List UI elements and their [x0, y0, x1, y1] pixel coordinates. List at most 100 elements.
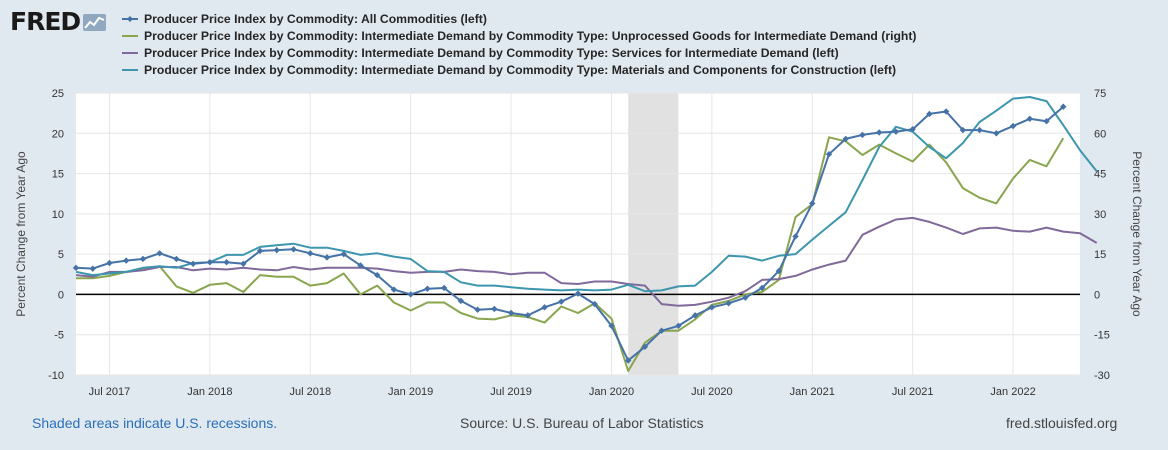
legend-item-1[interactable]: Producer Price Index by Commodity: Inter… — [122, 27, 916, 44]
series-point-0 — [273, 246, 280, 254]
series-point-0 — [1043, 118, 1050, 125]
series-point-0 — [574, 290, 582, 297]
series-point-0 — [842, 135, 849, 143]
series-point-0 — [240, 260, 247, 268]
legend-swatch-3 — [122, 68, 138, 71]
series-point-0 — [1026, 115, 1033, 122]
series-point-0 — [926, 110, 933, 118]
y-tick-label-right: 60 — [1094, 128, 1106, 140]
series-line-2 — [75, 216, 1098, 307]
series-point-0 — [976, 126, 983, 134]
series-point-0 — [424, 285, 431, 292]
series-point-0 — [1009, 122, 1017, 130]
legend-item-3[interactable]: Producer Price Index by Commodity: Inter… — [122, 61, 916, 78]
y-tick-label-right: 0 — [1094, 289, 1100, 301]
series-point-0 — [474, 306, 481, 313]
x-tick-label: Jul 2020 — [691, 386, 733, 398]
series-point-0 — [1060, 103, 1067, 110]
series-point-0 — [993, 130, 1000, 137]
series-point-0 — [641, 343, 649, 350]
legend-item-0[interactable]: Producer Price Index by Commodity: All C… — [122, 10, 916, 27]
x-tick-label: Jan 2022 — [990, 386, 1035, 398]
series-point-0 — [942, 108, 950, 115]
y-axis-title-left: Percent Change from Year Ago — [14, 151, 28, 317]
series-point-0 — [558, 298, 565, 305]
y-tick-label-left: 10 — [52, 209, 64, 221]
series-point-0 — [357, 262, 364, 269]
series-point-0 — [457, 297, 465, 305]
series-point-0 — [340, 250, 347, 258]
series-point-0 — [390, 286, 398, 293]
x-tick-label: Jan 2020 — [589, 386, 634, 398]
y-tick-label-left: 25 — [52, 88, 64, 100]
series-point-0 — [106, 259, 113, 267]
series-point-0 — [173, 255, 180, 263]
y-tick-label-right: -15 — [1094, 330, 1110, 342]
y-tick-label-left: 0 — [58, 289, 64, 301]
series-point-0 — [959, 126, 967, 134]
series-point-0 — [256, 247, 264, 255]
y-tick-label-left: -5 — [54, 330, 64, 342]
y-tick-label-left: -10 — [48, 370, 64, 382]
series-point-0 — [206, 259, 214, 266]
series-point-0 — [307, 250, 314, 257]
series-point-0 — [374, 271, 381, 279]
series-point-0 — [742, 294, 749, 301]
y-tick-label-right: -30 — [1094, 370, 1110, 382]
series-point-0 — [825, 151, 833, 158]
x-tick-label: Jul 2018 — [289, 386, 331, 398]
series-point-0 — [675, 322, 682, 330]
y-tick-label-right: 15 — [1094, 249, 1106, 261]
series-point-0 — [156, 250, 163, 257]
fred-logo-text: FRED — [10, 7, 81, 36]
y-axis-title-right: Percent Change from Year Ago — [1130, 151, 1144, 317]
x-tick-label: Jan 2021 — [790, 386, 835, 398]
series-point-0 — [625, 357, 632, 364]
chart-canvas: -10 -5 0 5 10 15 20 25 -30 -15 0 15 30 45 60 75 Jul 2017… — [14, 88, 1144, 398]
legend-label-2: Producer Price Index by Commodity: Inter… — [144, 45, 839, 60]
series-point-0 — [491, 305, 498, 313]
series-point-0 — [507, 309, 515, 317]
series-point-0 — [608, 322, 615, 330]
recession-shade — [628, 93, 679, 375]
x-tick-label: Jul 2019 — [490, 386, 532, 398]
series-point-0 — [440, 284, 448, 292]
fred-logo[interactable]: FRED — [10, 7, 107, 36]
series-point-0 — [909, 126, 916, 133]
x-tick-label: Jan 2019 — [388, 386, 433, 398]
series-point-0 — [591, 300, 598, 308]
series-point-0 — [323, 254, 331, 261]
y-tick-label-right: 30 — [1094, 209, 1106, 221]
y-tick-label-left: 5 — [58, 249, 64, 261]
series-point-0 — [809, 200, 816, 207]
series-point-0 — [876, 129, 883, 136]
source-text: Source: U.S. Bureau of Labor Statistics — [460, 415, 704, 431]
legend-swatch-2 — [122, 51, 138, 54]
y-tick-label-left: 20 — [52, 128, 64, 140]
legend-item-2[interactable]: Producer Price Index by Commodity: Inter… — [122, 44, 916, 61]
series-point-0 — [658, 327, 665, 334]
chart-legend: Producer Price Index by Commodity: All C… — [122, 10, 916, 78]
legend-label-3: Producer Price Index by Commodity: Inter… — [144, 62, 897, 77]
legend-label-1: Producer Price Index by Commodity: Inter… — [144, 28, 917, 43]
series-point-0 — [691, 312, 699, 319]
series-point-0 — [859, 131, 866, 139]
site-url[interactable]: fred.stlouisfed.org — [1006, 415, 1118, 431]
series-point-0 — [708, 304, 716, 311]
legend-swatch-1 — [122, 34, 138, 37]
y-tick-label-right: 75 — [1094, 88, 1106, 100]
series-line-3 — [75, 96, 1098, 293]
recession-note-link[interactable]: Shaded areas indicate U.S. recessions. — [32, 415, 278, 431]
series-point-0 — [290, 246, 297, 253]
series-point-0 — [72, 264, 80, 272]
series-point-0 — [892, 128, 900, 135]
y-tick-label-left: 15 — [52, 169, 64, 181]
series-point-0 — [758, 284, 766, 292]
series-point-0 — [189, 260, 197, 268]
plot-area — [76, 93, 1080, 375]
x-tick-label: Jul 2017 — [89, 386, 131, 398]
series-point-0 — [792, 233, 799, 240]
series-point-0 — [725, 300, 732, 307]
series-point-0 — [524, 312, 531, 319]
y-tick-label-right: 45 — [1094, 169, 1106, 181]
